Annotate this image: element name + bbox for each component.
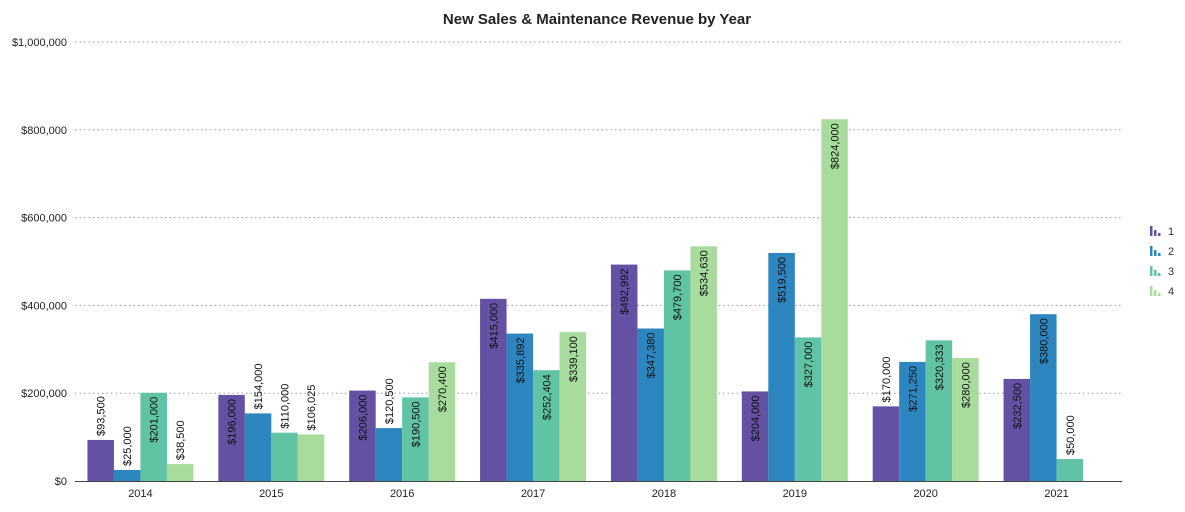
bar-2015-series-2 — [244, 413, 272, 481]
y-tick-label: $0 — [55, 476, 67, 488]
data-label: $519,500 — [777, 257, 789, 303]
bar-2019-series-3 — [794, 337, 822, 481]
bar-2018-series-1 — [610, 264, 638, 481]
bar-2018-series-3 — [663, 270, 691, 481]
x-tick-label: 2015 — [259, 488, 283, 500]
bar-2021-series-3 — [1056, 459, 1084, 481]
data-label: $38,500 — [175, 420, 187, 460]
data-label: $206,000 — [357, 395, 369, 441]
bar-2017-series-1 — [480, 298, 507, 481]
data-label: $50,000 — [1065, 415, 1077, 455]
bar-2016-series-4 — [428, 362, 456, 481]
bars — [87, 119, 1084, 481]
bar-2020-series-2 — [899, 361, 926, 481]
data-label: $280,000 — [960, 362, 972, 408]
bar-2017-series-2 — [506, 333, 534, 481]
data-label: $320,333 — [934, 344, 946, 390]
legend[interactable]: 1 2 3 4 — [1150, 226, 1174, 298]
bar-2014-series-4 — [166, 464, 194, 481]
data-label: $335,892 — [515, 338, 527, 384]
bar-2020-series-3 — [925, 340, 953, 481]
data-label: $271,250 — [907, 366, 919, 412]
bar-2021-series-2 — [1030, 314, 1057, 481]
legend-item-3[interactable]: 3 — [1150, 266, 1174, 278]
data-label: $492,992 — [619, 269, 631, 315]
bar-2020-series-4 — [952, 358, 979, 481]
legend-item-2[interactable]: 2 — [1150, 246, 1174, 258]
legend-label: 4 — [1168, 286, 1174, 298]
bar-2018-series-2 — [637, 328, 664, 481]
x-tick-label: 2020 — [913, 488, 937, 500]
bar-2019-series-2 — [768, 252, 795, 481]
bar-2016-series-1 — [349, 390, 376, 481]
data-label: $196,000 — [227, 399, 239, 445]
bar-2015-series-1 — [218, 394, 245, 481]
legend-item-4[interactable]: 4 — [1150, 286, 1174, 298]
grid-lines — [75, 41, 1122, 394]
data-label: $201,000 — [149, 397, 161, 443]
bar-chart-icon — [1150, 246, 1161, 256]
bar-2021-series-1 — [1003, 378, 1031, 481]
data-label: $415,000 — [488, 303, 500, 349]
x-tick-label: 2021 — [1044, 488, 1068, 500]
bar-chart-icon — [1150, 226, 1161, 236]
x-tick-label: 2017 — [521, 488, 545, 500]
data-label: $170,000 — [881, 356, 893, 402]
bar-2016-series-2 — [375, 428, 403, 481]
data-label: $327,000 — [803, 341, 815, 387]
data-label: $347,380 — [646, 333, 658, 379]
data-label: $106,025 — [306, 385, 318, 431]
data-label: $232,500 — [1012, 383, 1024, 429]
y-axis-ticks: $0 $200,000 $400,000 $600,000 $800,000 $1,000… — [12, 37, 67, 488]
y-tick-label: $800,000 — [21, 125, 67, 137]
data-label: $380,000 — [1038, 318, 1050, 364]
data-label: $252,404 — [541, 374, 553, 420]
data-label: $120,500 — [384, 378, 396, 424]
y-tick-label: $400,000 — [21, 300, 67, 312]
data-labels: $93,500 $25,000 $201,000 $38,500 $196,000 $15… — [96, 123, 1077, 466]
data-label: $154,000 — [253, 364, 265, 410]
legend-item-1[interactable]: 1 — [1150, 226, 1174, 238]
legend-label: 3 — [1168, 266, 1174, 278]
legend-label: 1 — [1168, 226, 1174, 238]
data-label: $270,400 — [437, 366, 449, 412]
data-label: $479,700 — [672, 274, 684, 320]
y-tick-label: $600,000 — [21, 213, 67, 225]
x-axis-ticks: 2014 2015 2016 2017 2018 2019 2020 2021 — [128, 488, 1069, 500]
x-tick-label: 2014 — [128, 488, 152, 500]
bar-2015-series-3 — [271, 432, 298, 481]
bar-chart-icon — [1150, 266, 1161, 276]
data-label: $93,500 — [96, 396, 108, 436]
x-tick-label: 2019 — [783, 488, 807, 500]
data-label: $204,000 — [750, 395, 762, 441]
x-tick-label: 2016 — [390, 488, 414, 500]
x-tick-label: 2018 — [652, 488, 676, 500]
bar-2019-series-4 — [821, 119, 848, 481]
data-label: $339,100 — [568, 336, 580, 382]
y-tick-label: $200,000 — [21, 388, 67, 400]
data-label: $190,500 — [410, 401, 422, 447]
legend-label: 2 — [1168, 246, 1174, 258]
data-label: $824,000 — [830, 123, 842, 169]
bar-2014-series-1 — [87, 439, 114, 481]
bar-2017-series-4 — [559, 332, 587, 481]
bar-chart-icon — [1150, 286, 1161, 296]
bar-2017-series-3 — [533, 370, 560, 481]
data-label: $110,000 — [280, 384, 292, 429]
bar-2016-series-3 — [402, 397, 429, 481]
chart-title: New Sales & Maintenance Revenue by Year — [443, 11, 751, 28]
data-label: $25,000 — [122, 426, 134, 466]
bar-2015-series-4 — [297, 434, 325, 481]
bar-2019-series-1 — [741, 391, 769, 481]
y-tick-label: $1,000,000 — [12, 37, 67, 49]
bar-2020-series-1 — [872, 406, 900, 481]
data-label: $534,630 — [699, 250, 711, 296]
bar-2014-series-2 — [113, 470, 141, 481]
bar-2014-series-3 — [140, 392, 167, 481]
bar-2018-series-4 — [690, 246, 717, 481]
